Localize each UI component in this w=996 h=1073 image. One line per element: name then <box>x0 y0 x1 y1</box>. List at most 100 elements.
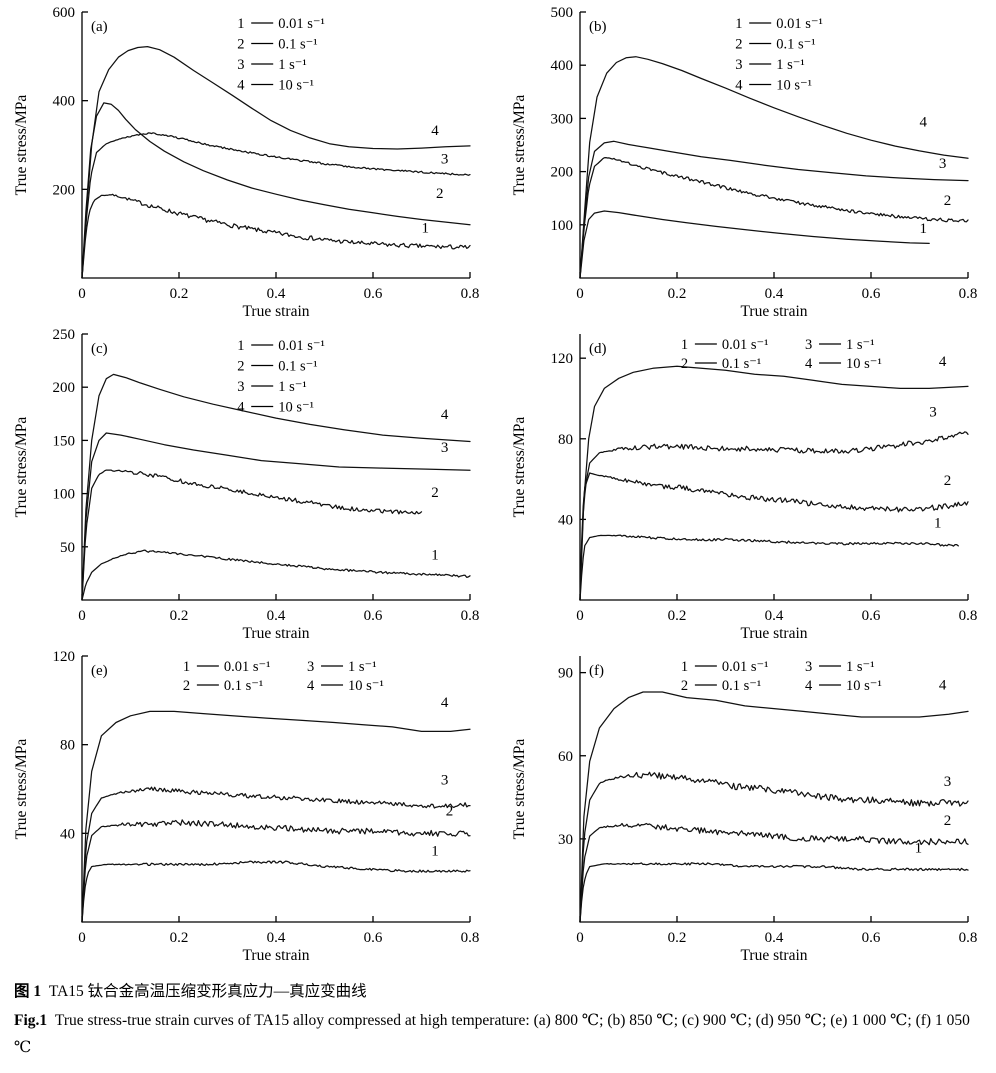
svg-text:True stress/MPa: True stress/MPa <box>13 417 30 518</box>
svg-text:0.6: 0.6 <box>364 608 383 624</box>
svg-text:300: 300 <box>551 111 574 127</box>
svg-text:0.2: 0.2 <box>668 608 687 624</box>
svg-text:10 s⁻¹: 10 s⁻¹ <box>776 78 812 94</box>
svg-text:2: 2 <box>183 678 190 694</box>
svg-text:(e): (e) <box>91 663 108 679</box>
svg-text:0.2: 0.2 <box>170 286 189 302</box>
svg-text:0.8: 0.8 <box>959 608 978 624</box>
svg-text:1: 1 <box>915 841 923 857</box>
svg-text:True strain: True strain <box>740 947 807 964</box>
svg-text:0.01 s⁻¹: 0.01 s⁻¹ <box>722 337 769 353</box>
svg-text:1: 1 <box>237 338 244 354</box>
svg-text:1: 1 <box>934 515 942 531</box>
svg-text:3: 3 <box>735 57 742 73</box>
svg-text:10 s⁻¹: 10 s⁻¹ <box>846 356 882 372</box>
svg-text:0.6: 0.6 <box>862 286 881 302</box>
svg-text:0.1 s⁻¹: 0.1 s⁻¹ <box>722 678 761 694</box>
svg-text:0.6: 0.6 <box>364 930 383 946</box>
svg-text:4: 4 <box>939 677 947 693</box>
svg-text:0: 0 <box>576 608 584 624</box>
svg-text:0.1 s⁻¹: 0.1 s⁻¹ <box>224 678 263 694</box>
svg-text:400: 400 <box>551 58 574 74</box>
chart-d-svg: 0 0.2 0.4 0.6 0.8 40 80 120 True strain True stre… <box>504 324 990 646</box>
svg-text:0.2: 0.2 <box>170 930 189 946</box>
svg-text:2: 2 <box>436 186 444 202</box>
svg-text:1: 1 <box>681 659 688 675</box>
svg-text:2: 2 <box>735 37 742 53</box>
svg-text:1: 1 <box>237 16 244 32</box>
svg-text:0.6: 0.6 <box>364 286 383 302</box>
svg-text:2: 2 <box>237 359 244 375</box>
svg-text:120: 120 <box>551 351 574 367</box>
svg-text:0.4: 0.4 <box>765 608 784 624</box>
svg-text:True stress/MPa: True stress/MPa <box>511 417 528 518</box>
svg-text:True strain: True strain <box>242 947 309 964</box>
svg-text:0.4: 0.4 <box>267 608 286 624</box>
chart-f-svg: 0 0.2 0.4 0.6 0.8 30 60 90 True strain True stres… <box>504 646 990 968</box>
svg-text:4: 4 <box>431 123 439 139</box>
svg-text:250: 250 <box>53 327 76 343</box>
chart-panel-e: 0 0.2 0.4 0.6 0.8 40 80 120 True strain True stre… <box>0 646 498 968</box>
svg-text:4: 4 <box>939 354 947 370</box>
svg-text:1: 1 <box>431 844 439 860</box>
svg-text:1: 1 <box>183 659 190 675</box>
svg-text:1 s⁻¹: 1 s⁻¹ <box>348 659 377 675</box>
svg-text:True stress/MPa: True stress/MPa <box>13 739 30 840</box>
svg-text:1 s⁻¹: 1 s⁻¹ <box>776 57 805 73</box>
svg-text:0: 0 <box>78 930 86 946</box>
svg-text:0: 0 <box>78 286 86 302</box>
svg-text:80: 80 <box>558 432 573 448</box>
svg-text:1: 1 <box>422 220 430 236</box>
svg-text:0.01 s⁻¹: 0.01 s⁻¹ <box>278 16 325 32</box>
svg-text:2: 2 <box>681 356 688 372</box>
svg-text:0.8: 0.8 <box>461 286 480 302</box>
caption-zh-text: TA15 钛合金高温压缩变形真应力—真应变曲线 <box>48 983 367 1000</box>
svg-text:0.8: 0.8 <box>461 930 480 946</box>
svg-text:0.6: 0.6 <box>862 608 881 624</box>
svg-text:4: 4 <box>237 400 245 416</box>
svg-text:3: 3 <box>944 774 952 790</box>
svg-text:True stress/MPa: True stress/MPa <box>13 95 30 196</box>
svg-text:3: 3 <box>805 337 812 353</box>
chart-a-svg: 0 0.2 0.4 0.6 0.8 200 400 600 True strain True st… <box>6 2 492 324</box>
svg-text:2: 2 <box>944 473 952 489</box>
svg-text:150: 150 <box>53 433 76 449</box>
svg-text:0.4: 0.4 <box>765 930 784 946</box>
svg-text:3: 3 <box>929 405 937 421</box>
chart-e-svg: 0 0.2 0.4 0.6 0.8 40 80 120 True strain True stre… <box>6 646 492 968</box>
svg-text:0.1 s⁻¹: 0.1 s⁻¹ <box>278 359 317 375</box>
svg-text:4: 4 <box>237 78 245 94</box>
chart-panel-f: 0 0.2 0.4 0.6 0.8 30 60 90 True strain True stres… <box>498 646 996 968</box>
svg-text:0.1 s⁻¹: 0.1 s⁻¹ <box>722 356 761 372</box>
svg-text:100: 100 <box>551 218 574 234</box>
svg-text:4: 4 <box>805 678 813 694</box>
svg-text:True strain: True strain <box>242 625 309 642</box>
chart-panel-b: 0 0.2 0.4 0.6 0.8 100 200 300 400 500 True strain T… <box>498 2 996 324</box>
svg-text:1: 1 <box>920 221 928 237</box>
svg-text:3: 3 <box>237 57 244 73</box>
svg-text:0.01 s⁻¹: 0.01 s⁻¹ <box>278 338 325 354</box>
svg-text:0.1 s⁻¹: 0.1 s⁻¹ <box>776 37 815 53</box>
svg-text:0.1 s⁻¹: 0.1 s⁻¹ <box>278 37 317 53</box>
svg-text:1: 1 <box>735 16 742 32</box>
svg-text:(a): (a) <box>91 19 108 35</box>
svg-text:(f): (f) <box>589 663 604 679</box>
svg-text:60: 60 <box>558 749 573 765</box>
svg-text:100: 100 <box>53 487 76 503</box>
svg-text:80: 80 <box>60 738 75 754</box>
svg-text:2: 2 <box>944 813 952 829</box>
svg-text:10 s⁻¹: 10 s⁻¹ <box>278 400 314 416</box>
caption-zh: 图 1 TA15 钛合金高温压缩变形真应力—真应变曲线 <box>14 978 980 1005</box>
svg-text:600: 600 <box>53 5 76 21</box>
svg-text:40: 40 <box>558 512 573 528</box>
chart-panel-a: 0 0.2 0.4 0.6 0.8 200 400 600 True strain True st… <box>0 2 498 324</box>
svg-text:0.2: 0.2 <box>668 930 687 946</box>
svg-text:2: 2 <box>446 804 454 820</box>
chart-c-svg: 0 0.2 0.4 0.6 0.8 50 100 150 200 250 True strain Tr… <box>6 324 492 646</box>
svg-text:30: 30 <box>558 832 573 848</box>
svg-text:40: 40 <box>60 826 75 842</box>
svg-text:4: 4 <box>441 407 449 423</box>
caption-en-text: True stress-true strain curves of TA15 a… <box>14 1012 970 1057</box>
svg-text:3: 3 <box>441 773 449 789</box>
svg-text:2: 2 <box>431 485 439 501</box>
